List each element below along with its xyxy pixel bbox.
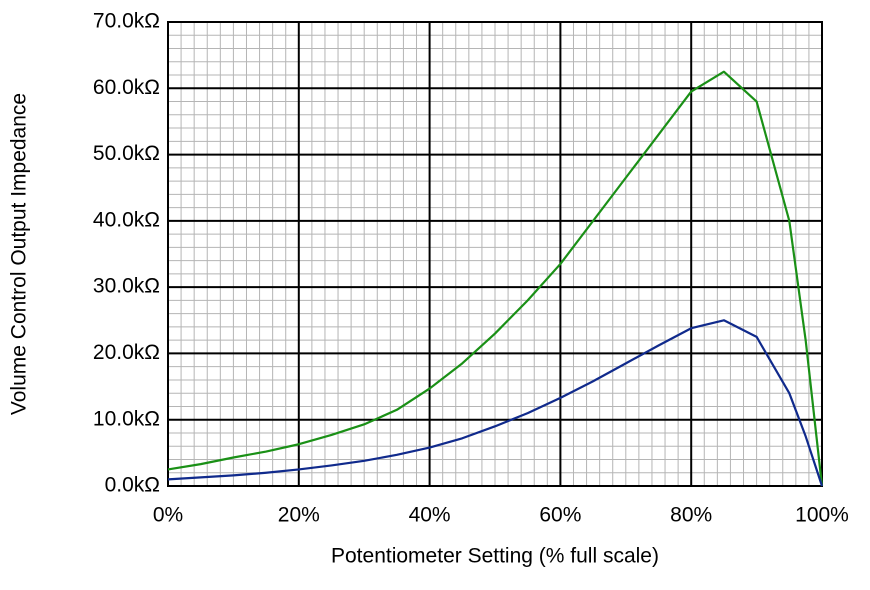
x-axis-label: Potentiometer Setting (% full scale) — [331, 545, 659, 568]
x-tick-label: 20% — [278, 504, 320, 527]
y-tick-label: 20.0kΩ — [93, 341, 160, 364]
x-tick-label: 60% — [539, 504, 581, 527]
y-tick-label: 10.0kΩ — [93, 407, 160, 430]
x-tick-label: 100% — [795, 504, 849, 527]
x-tick-label: 80% — [670, 504, 712, 527]
y-tick-label: 60.0kΩ — [93, 76, 160, 99]
y-tick-label: 30.0kΩ — [93, 275, 160, 298]
data-line — [167, 70, 824, 487]
y-tick-label: 0.0kΩ — [105, 474, 160, 497]
plot-border — [167, 21, 823, 487]
y-axis-label: Volume Control Output Impedance — [8, 93, 31, 415]
x-tick-label: 0% — [153, 504, 183, 527]
y-tick-label: 50.0kΩ — [93, 142, 160, 165]
y-tick-label: 70.0kΩ — [93, 10, 160, 33]
x-tick-label: 40% — [409, 504, 451, 527]
data-line — [167, 319, 824, 487]
y-tick-label: 40.0kΩ — [93, 208, 160, 231]
